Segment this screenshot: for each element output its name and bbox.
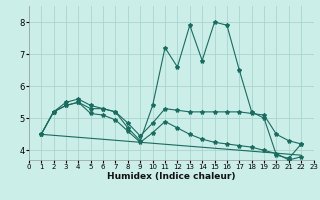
X-axis label: Humidex (Indice chaleur): Humidex (Indice chaleur) (107, 172, 236, 181)
